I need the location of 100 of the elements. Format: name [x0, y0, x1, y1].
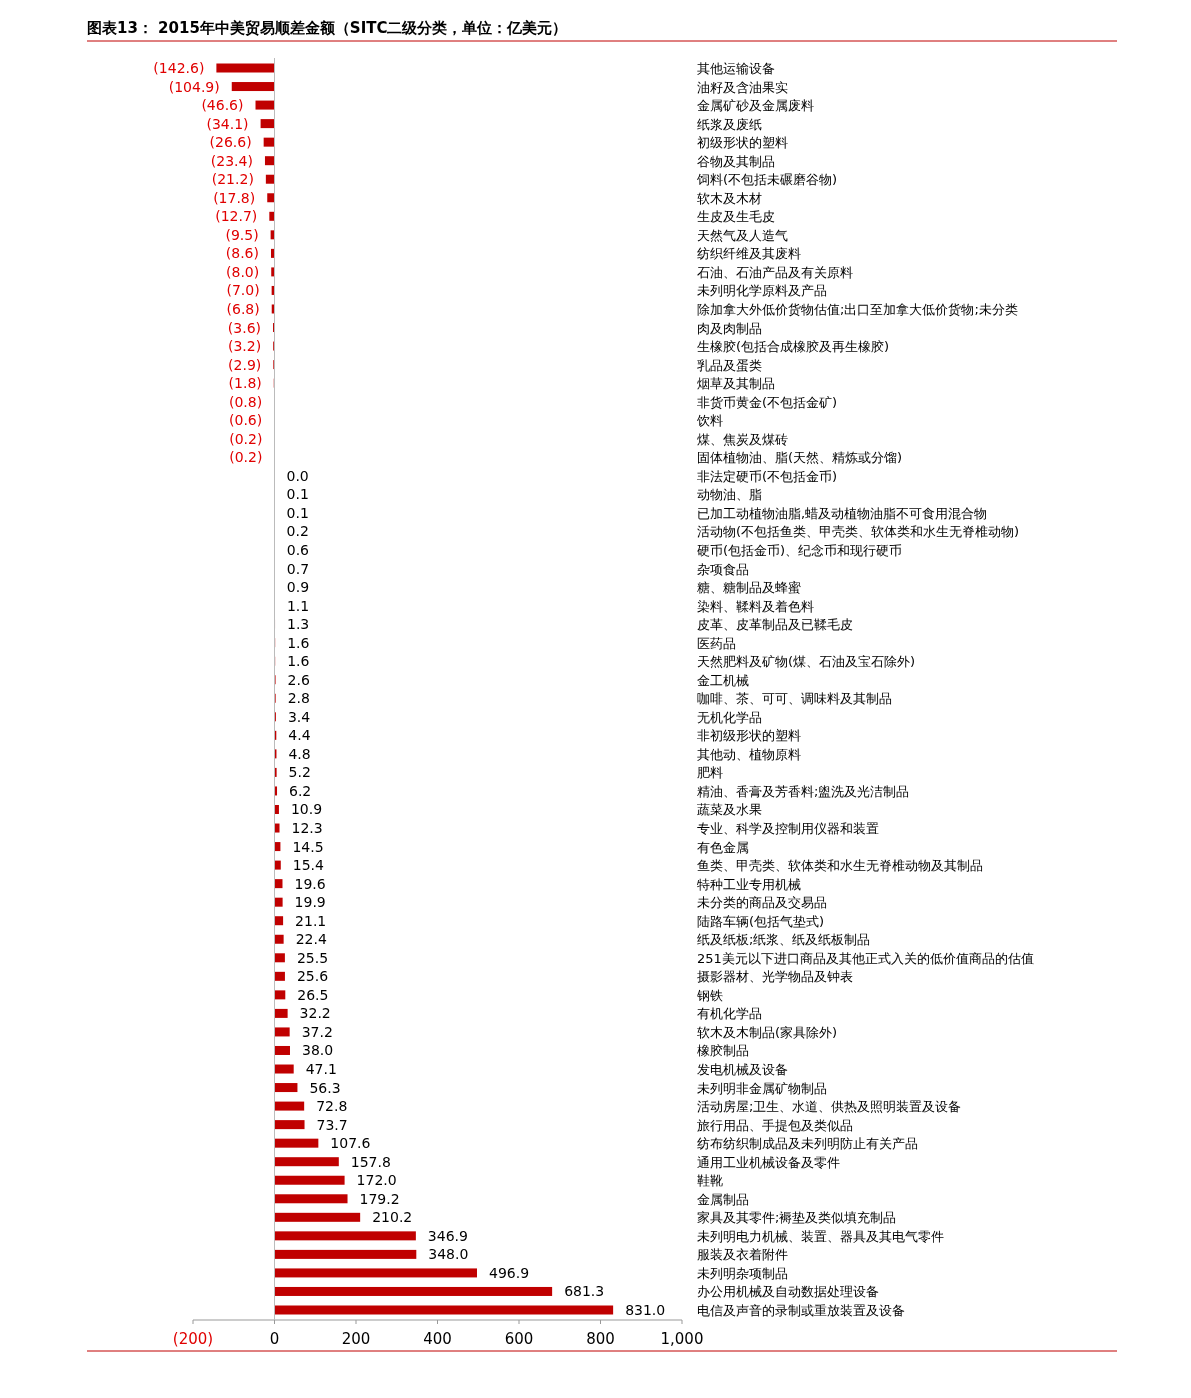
data-label: 10.9 [290, 801, 323, 818]
data-label: 25.5 [296, 949, 329, 966]
data-label: 5.2 [288, 764, 311, 781]
y-tick-label: 乳品及蛋类 [697, 357, 762, 373]
y-tick-label: 油籽及含油果实 [697, 79, 788, 95]
y-tick-label: 251美元以下进口商品及其他正式入关的低价值商品的估值 [697, 950, 1034, 966]
y-tick-label: 煤、焦炭及煤砖 [697, 431, 788, 447]
y-tick-label: 未列明非金属矿物制品 [697, 1080, 827, 1096]
y-tick-label: 烟草及其制品 [697, 376, 775, 392]
data-label: 72.8 [316, 1098, 348, 1115]
data-label: (12.7) [215, 208, 258, 225]
y-tick-label: 天然肥料及矿物(煤、石油及宝石除外) [697, 654, 916, 670]
data-label: (17.8) [213, 189, 256, 206]
data-label: (21.2) [211, 171, 254, 188]
y-tick-label: 已加工动植物油脂,蜡及动植物油脂不可食用混合物 [697, 505, 988, 521]
y-tick-label: 精油、香膏及芳香料;盥洗及光洁制品 [697, 783, 910, 799]
data-label: 179.2 [359, 1190, 400, 1207]
data-label: (0.8) [228, 393, 263, 410]
y-tick-label: 硬币(包括金币)、纪念币和现行硬币 [697, 542, 903, 558]
data-label: 210.2 [372, 1209, 413, 1226]
data-label: 681.3 [564, 1283, 605, 1300]
x-tick-label: 0 [269, 1330, 280, 1348]
data-label: 15.4 [292, 857, 325, 874]
y-tick-label: 谷物及其制品 [697, 153, 775, 169]
y-tick-label: 医药品 [697, 635, 736, 651]
y-tick-label: 生橡胶(包括合成橡胶及再生橡胶) [697, 339, 890, 355]
y-tick-label: 活动房屋;卫生、水道、供热及照明装置及设备 [697, 1099, 962, 1115]
data-label: 0.6 [286, 541, 310, 558]
data-label: 1.1 [286, 597, 310, 614]
data-label: 348.0 [428, 1246, 469, 1263]
y-tick-label: 非法定硬币(不包括金币) [697, 468, 838, 484]
y-tick-label: 饲料(不包括未碾磨谷物) [696, 172, 838, 188]
y-tick-label: 其他动、植物原料 [697, 746, 801, 762]
data-label: 0.0 [286, 467, 309, 484]
data-label: 496.9 [488, 1264, 530, 1281]
y-tick-label: 石油、石油产品及有关原料 [697, 264, 853, 280]
data-label: (9.5) [225, 226, 259, 243]
data-label: 157.8 [350, 1153, 391, 1170]
y-tick-label: 其他运输设备 [697, 61, 775, 76]
data-label: (2.9) [228, 356, 262, 373]
data-label: 22.4 [295, 931, 327, 948]
data-label: (142.6) [153, 60, 205, 76]
y-tick-label: 天然气及人造气 [697, 227, 788, 243]
data-label: 19.6 [294, 875, 326, 892]
data-label: (34.1) [206, 115, 249, 132]
y-tick-label: 肉及肉制品 [697, 320, 762, 336]
y-tick-label: 非货币黄金(不包括金矿) [697, 394, 838, 410]
y-tick-label: 初级形状的塑料 [697, 135, 788, 151]
data-label: 0.2 [286, 523, 309, 540]
y-tick-label: 皮革、皮革制品及已鞣毛皮 [697, 617, 853, 633]
data-label: 1.3 [287, 616, 310, 633]
y-tick-label: 金属制品 [697, 1191, 749, 1207]
y-tick-label: 专业、科学及控制用仪器和装置 [697, 821, 879, 837]
y-tick-label: 肥料 [697, 765, 723, 781]
y-tick-label: 饮料 [696, 413, 723, 429]
y-tick-label: 纺织纤维及其废料 [697, 246, 801, 262]
y-tick-label: 糖、糖制品及蜂蜜 [697, 580, 801, 596]
data-label: 1.6 [287, 653, 310, 670]
data-label: (3.6) [227, 319, 262, 336]
y-tick-label: 鱼类、甲壳类、软体类和水生无脊椎动物及其制品 [697, 858, 983, 874]
y-tick-label: 服装及衣着附件 [697, 1247, 788, 1263]
y-tick-label: 纺布纺织制成品及未列明防止有关产品 [697, 1136, 918, 1152]
data-label: 3.4 [287, 708, 311, 725]
y-tick-label: 活动物(不包括鱼类、甲壳类、软体类和水生无脊椎动物) [697, 524, 1020, 540]
data-label: 12.3 [291, 820, 323, 837]
y-tick-label: 发电机械及设备 [697, 1062, 788, 1078]
data-label: 21.1 [295, 912, 327, 929]
data-label: 26.5 [297, 986, 329, 1003]
y-tick-label: 未列明化学原料及产品 [697, 283, 827, 299]
x-tick-label: 800 [586, 1330, 615, 1348]
data-label: (6.8) [226, 300, 260, 317]
y-tick-label: 陆路车辆(包括气垫式) [697, 913, 825, 929]
data-label: 32.2 [299, 1005, 331, 1022]
x-tick-label: 600 [504, 1330, 534, 1348]
y-tick-label: 摄影器材、光学物品及钟表 [697, 969, 853, 985]
y-tick-label: 纸及纸板;纸浆、纸及纸板制品 [697, 932, 871, 948]
data-label: 0.7 [286, 560, 310, 577]
data-label: 14.5 [292, 838, 324, 855]
data-label: (3.2) [227, 338, 262, 355]
y-tick-label: 动物油、脂 [697, 487, 762, 503]
y-tick-label: 咖啡、茶、可可、调味料及其制品 [697, 691, 892, 707]
y-tick-label: 金属矿砂及金属废料 [697, 98, 814, 114]
y-tick-label: 有机化学品 [697, 1006, 762, 1022]
data-label: (0.2) [229, 449, 263, 466]
data-label: 73.7 [316, 1116, 348, 1133]
data-label: (0.6) [229, 412, 263, 429]
data-label: 37.2 [301, 1023, 333, 1040]
data-label: (0.2) [229, 430, 263, 447]
data-label: 1.6 [287, 634, 310, 651]
y-tick-label: 除加拿大外低价货物估值;出口至加拿大低价货物;未分类 [697, 301, 1018, 317]
x-tick-label: 200 [341, 1330, 371, 1348]
data-label: 0.1 [286, 504, 309, 521]
y-tick-label: 软木及木制品(家具除外) [697, 1024, 838, 1040]
y-tick-label: 通用工业机械设备及零件 [697, 1154, 840, 1170]
data-label: 4.8 [288, 745, 311, 762]
x-tick-label: 1,000 [660, 1330, 704, 1348]
data-label: 4.4 [288, 727, 311, 744]
data-label: 2.8 [287, 690, 310, 707]
y-tick-label: 杂项食品 [697, 561, 749, 577]
data-label: 107.6 [330, 1135, 371, 1152]
